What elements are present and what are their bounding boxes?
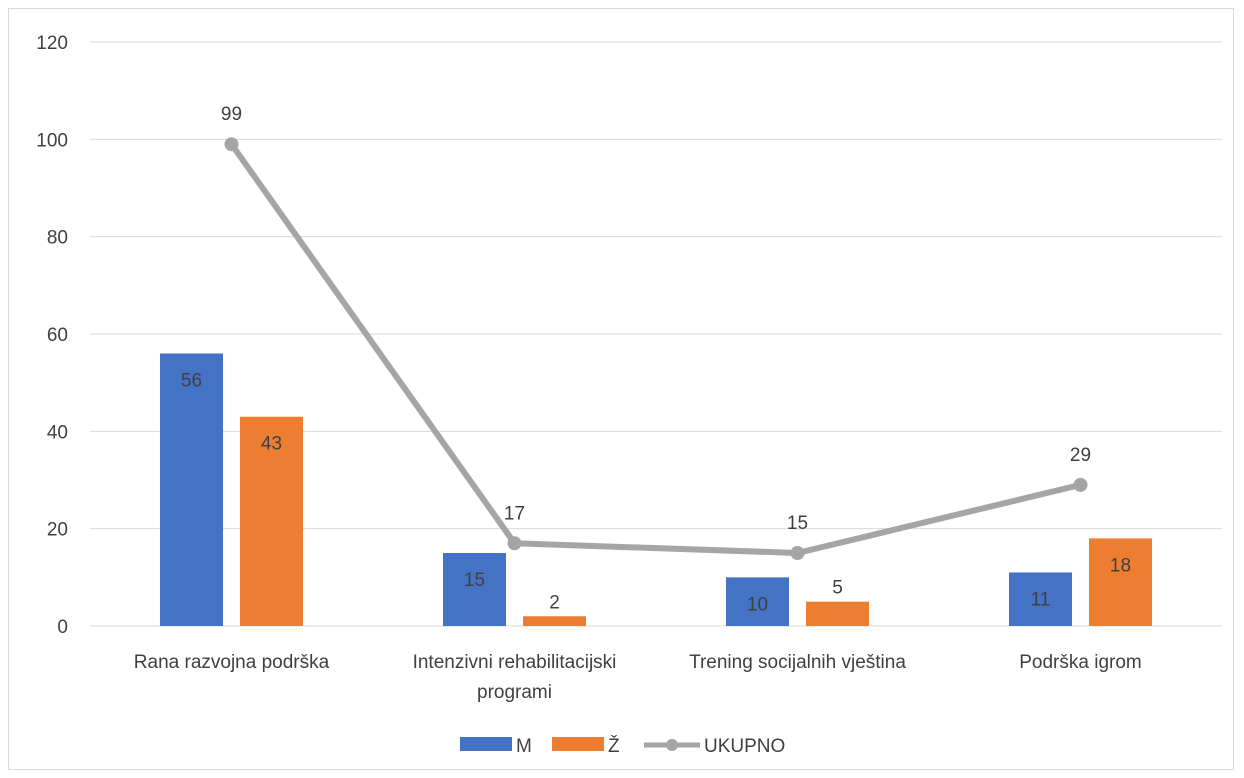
line-point [1073,477,1088,492]
y-tick-label: 60 [47,325,68,346]
x-category-label: Trening socijalnih vještina [689,652,906,673]
legend-label: M [516,736,532,757]
line-point [507,536,522,551]
bar-data-label: 43 [261,434,282,455]
line-data-label: 29 [1070,445,1091,466]
bar-data-label: 15 [464,570,485,591]
legend-label: Ž [608,735,620,757]
bar [1009,572,1072,626]
line-point [224,137,239,152]
bar [726,577,789,626]
bar [806,601,869,626]
bar-data-label: 11 [1031,589,1051,610]
legend-label: UKUPNO [704,736,785,757]
legend-line-marker [666,739,678,751]
y-tick-label: 40 [47,422,68,443]
bar [240,416,303,626]
line-point [790,546,805,560]
legend-swatch [552,737,604,751]
y-tick-label: 100 [36,130,68,151]
y-tick-label: 0 [57,617,68,638]
line-data-label: 17 [504,503,525,524]
bar-data-label: 2 [549,592,560,613]
line-data-label: 15 [787,513,808,534]
bar-data-label: 10 [747,594,768,615]
bar-data-label: 18 [1110,555,1131,576]
bar-data-label: 5 [832,578,843,599]
y-tick-label: 120 [36,33,68,54]
legend-swatch [460,737,512,751]
line-series [229,142,1082,556]
bar [1089,538,1152,626]
x-category-label: Podrška igrom [1019,652,1142,673]
line-data-label: 99 [221,104,242,125]
y-tick-label: 80 [47,228,68,249]
bar [160,353,223,626]
bar-data-label: 56 [181,370,202,391]
bar [443,553,506,626]
y-tick-label: 20 [47,520,68,541]
x-category-label: Rana razvojna podrška [134,652,330,673]
x-category-label: Intenzivni rehabilitacijski programi [413,652,617,703]
bar [523,616,586,626]
